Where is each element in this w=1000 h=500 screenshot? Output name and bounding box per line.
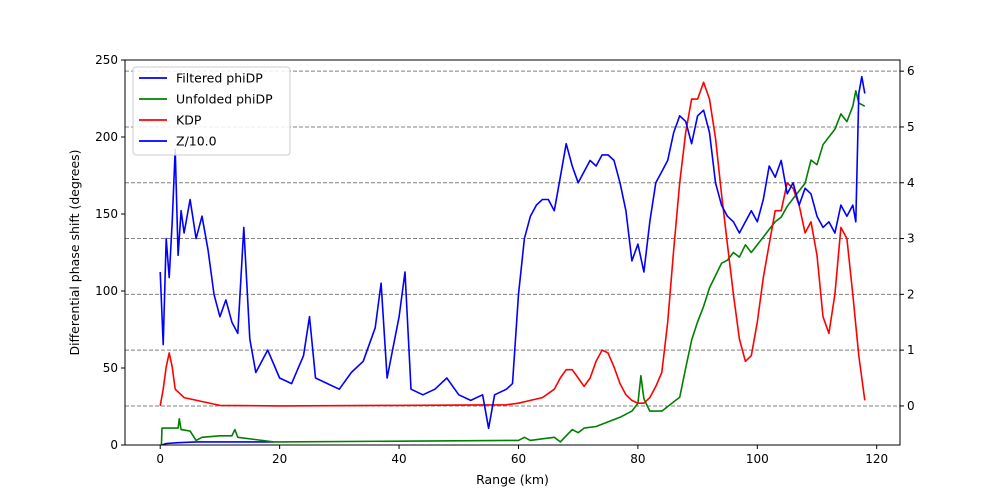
series-line-unfolded-phidp [160,90,866,445]
series-line-z-10-0 [159,75,866,430]
y2-tick-label-1: 1 [907,343,915,357]
x-tick-label-4: 80 [630,452,645,466]
y-tick-label-2: 100 [95,284,118,298]
x-tick-label-0: 0 [156,452,164,466]
y-tick-label-5: 250 [95,53,118,67]
x-tick-label-2: 40 [391,452,406,466]
x-axis-label: Range (km) [476,472,549,487]
y2-tick-label-6: 6 [907,64,915,78]
series-line-filtered-phidp [161,441,274,445]
y2-tick-label-4: 4 [907,176,915,190]
series-lines [159,75,866,445]
x-tick-label-1: 20 [272,452,287,466]
plot-frame [124,59,901,446]
y2-tick-label-0: 0 [907,399,915,413]
x-tick-label-5: 100 [746,452,769,466]
y-tick-label-3: 150 [95,207,118,221]
y-tick-label-1: 50 [103,361,118,375]
legend-label-z-10-0: Z/10.0 [176,134,217,149]
y2-tick-label-3: 3 [907,232,915,246]
legend-box [132,66,291,156]
x-tick-label-3: 60 [511,452,526,466]
y2-tick-label-2: 2 [907,287,915,301]
y-tick-label-0: 0 [110,438,118,452]
y2-tick-label-5: 5 [907,120,915,134]
legend-label-unfolded-phidp: Unfolded phiDP [176,92,273,107]
legend-label-kdp: KDP [176,113,202,128]
y-axis-label: Differential phase shift (degrees) [67,149,82,355]
legend-label-filtered-phidp: Filtered phiDP [176,71,263,86]
legend: Filtered phiDP Unfolded phiDP KDP Z/10.0 [132,66,291,156]
y-tick-label-4: 200 [95,130,118,144]
axes: 0 20 40 60 80 100 120 0 50 100 150 200 250 0 1 2 3 4 5 6 [95,53,915,466]
x-tick-label-6: 120 [865,452,888,466]
